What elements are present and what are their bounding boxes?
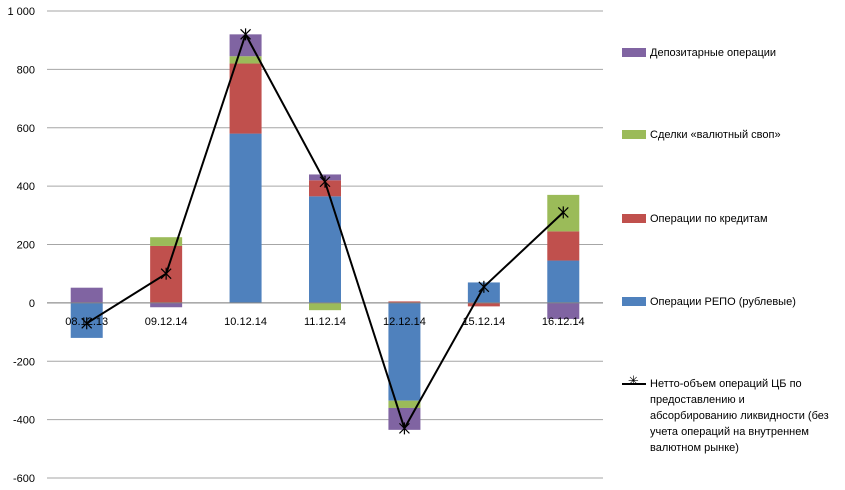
- net-line-point: [160, 267, 172, 280]
- x-tick-label: 10.12.14: [224, 316, 267, 328]
- bar-segment: [309, 180, 341, 197]
- y-tick-label: 400: [17, 181, 35, 193]
- y-tick-label: 0: [29, 298, 35, 310]
- x-tick-label: 16.12.14: [542, 316, 585, 328]
- bar-segment: [229, 63, 262, 134]
- net-line-point: [478, 280, 490, 293]
- bar-segment: [388, 302, 421, 401]
- legend-item-fx-swap: Сделки «валютный своп»: [622, 127, 781, 143]
- bar-segment: [70, 287, 103, 303]
- y-tick-label: 1 000: [7, 6, 35, 18]
- y-tick-label: 600: [17, 123, 35, 135]
- bar-segment: [150, 302, 183, 308]
- net-line-point: [319, 175, 331, 188]
- legend-label-depository: Депозитарные операции: [650, 47, 777, 59]
- x-tick-label: 12.12.14: [383, 316, 426, 328]
- net-line-point: [399, 422, 410, 435]
- legend-item-depository: Депозитарные операции: [622, 45, 776, 61]
- bars: [70, 34, 580, 430]
- legend: Депозитарные операции Сделки «валютный с…: [622, 0, 844, 490]
- bar-segment: [309, 196, 341, 303]
- bar-segment: [150, 237, 183, 246]
- net-line-point: [240, 28, 251, 41]
- bar-segment: [388, 301, 421, 303]
- y-axis-tick-labels: -600 -400 -200 0 200 400 600 800 1 000: [7, 6, 35, 485]
- bar-segment: [229, 133, 262, 303]
- bar-segment: [547, 231, 580, 261]
- bar-segment: [388, 400, 421, 408]
- legend-item-credit: Операции по кредитам: [622, 211, 768, 227]
- legend-label-repo: Операции РЕПО (рублевые): [650, 296, 796, 308]
- y-tick-label: 200: [17, 240, 35, 252]
- y-tick-label: -600: [13, 473, 35, 485]
- legend-item-net-volume: Нетто-объем операций ЦБ по предоставлени…: [622, 374, 830, 456]
- x-axis-tick-labels: 08.12.1309.12.1410.12.1411.12.1412.12.14…: [65, 316, 584, 328]
- net-line-point: [557, 206, 569, 219]
- legend-line-marker: [622, 374, 646, 390]
- net-line-point: [81, 317, 93, 330]
- legend-swatch-repo: [622, 297, 646, 306]
- x-tick-label: 09.12.14: [145, 316, 188, 328]
- bar-segment: [547, 302, 580, 319]
- y-tick-label: -400: [13, 415, 35, 427]
- legend-swatch-credit: [622, 214, 646, 223]
- y-tick-label: -200: [13, 356, 35, 368]
- legend-swatch-depository: [622, 48, 646, 57]
- legend-label-credit: Операции по кредитам: [650, 213, 768, 225]
- legend-label-net-volume: Нетто-объем операций ЦБ по предоставлени…: [650, 378, 829, 454]
- legend-label-fx-swap: Сделки «валютный своп»: [650, 129, 781, 141]
- legend-swatch-fx-swap: [622, 130, 646, 139]
- bar-segment: [467, 302, 500, 307]
- bar-segment: [309, 302, 341, 311]
- net-volume-line: [81, 28, 569, 435]
- bar-segment: [229, 56, 262, 64]
- x-tick-label: 15.12.14: [462, 316, 505, 328]
- bar-segment: [547, 260, 580, 303]
- legend-item-repo: Операции РЕПО (рублевые): [622, 294, 796, 310]
- x-tick-label: 11.12.14: [304, 316, 346, 328]
- y-tick-label: 800: [17, 64, 35, 76]
